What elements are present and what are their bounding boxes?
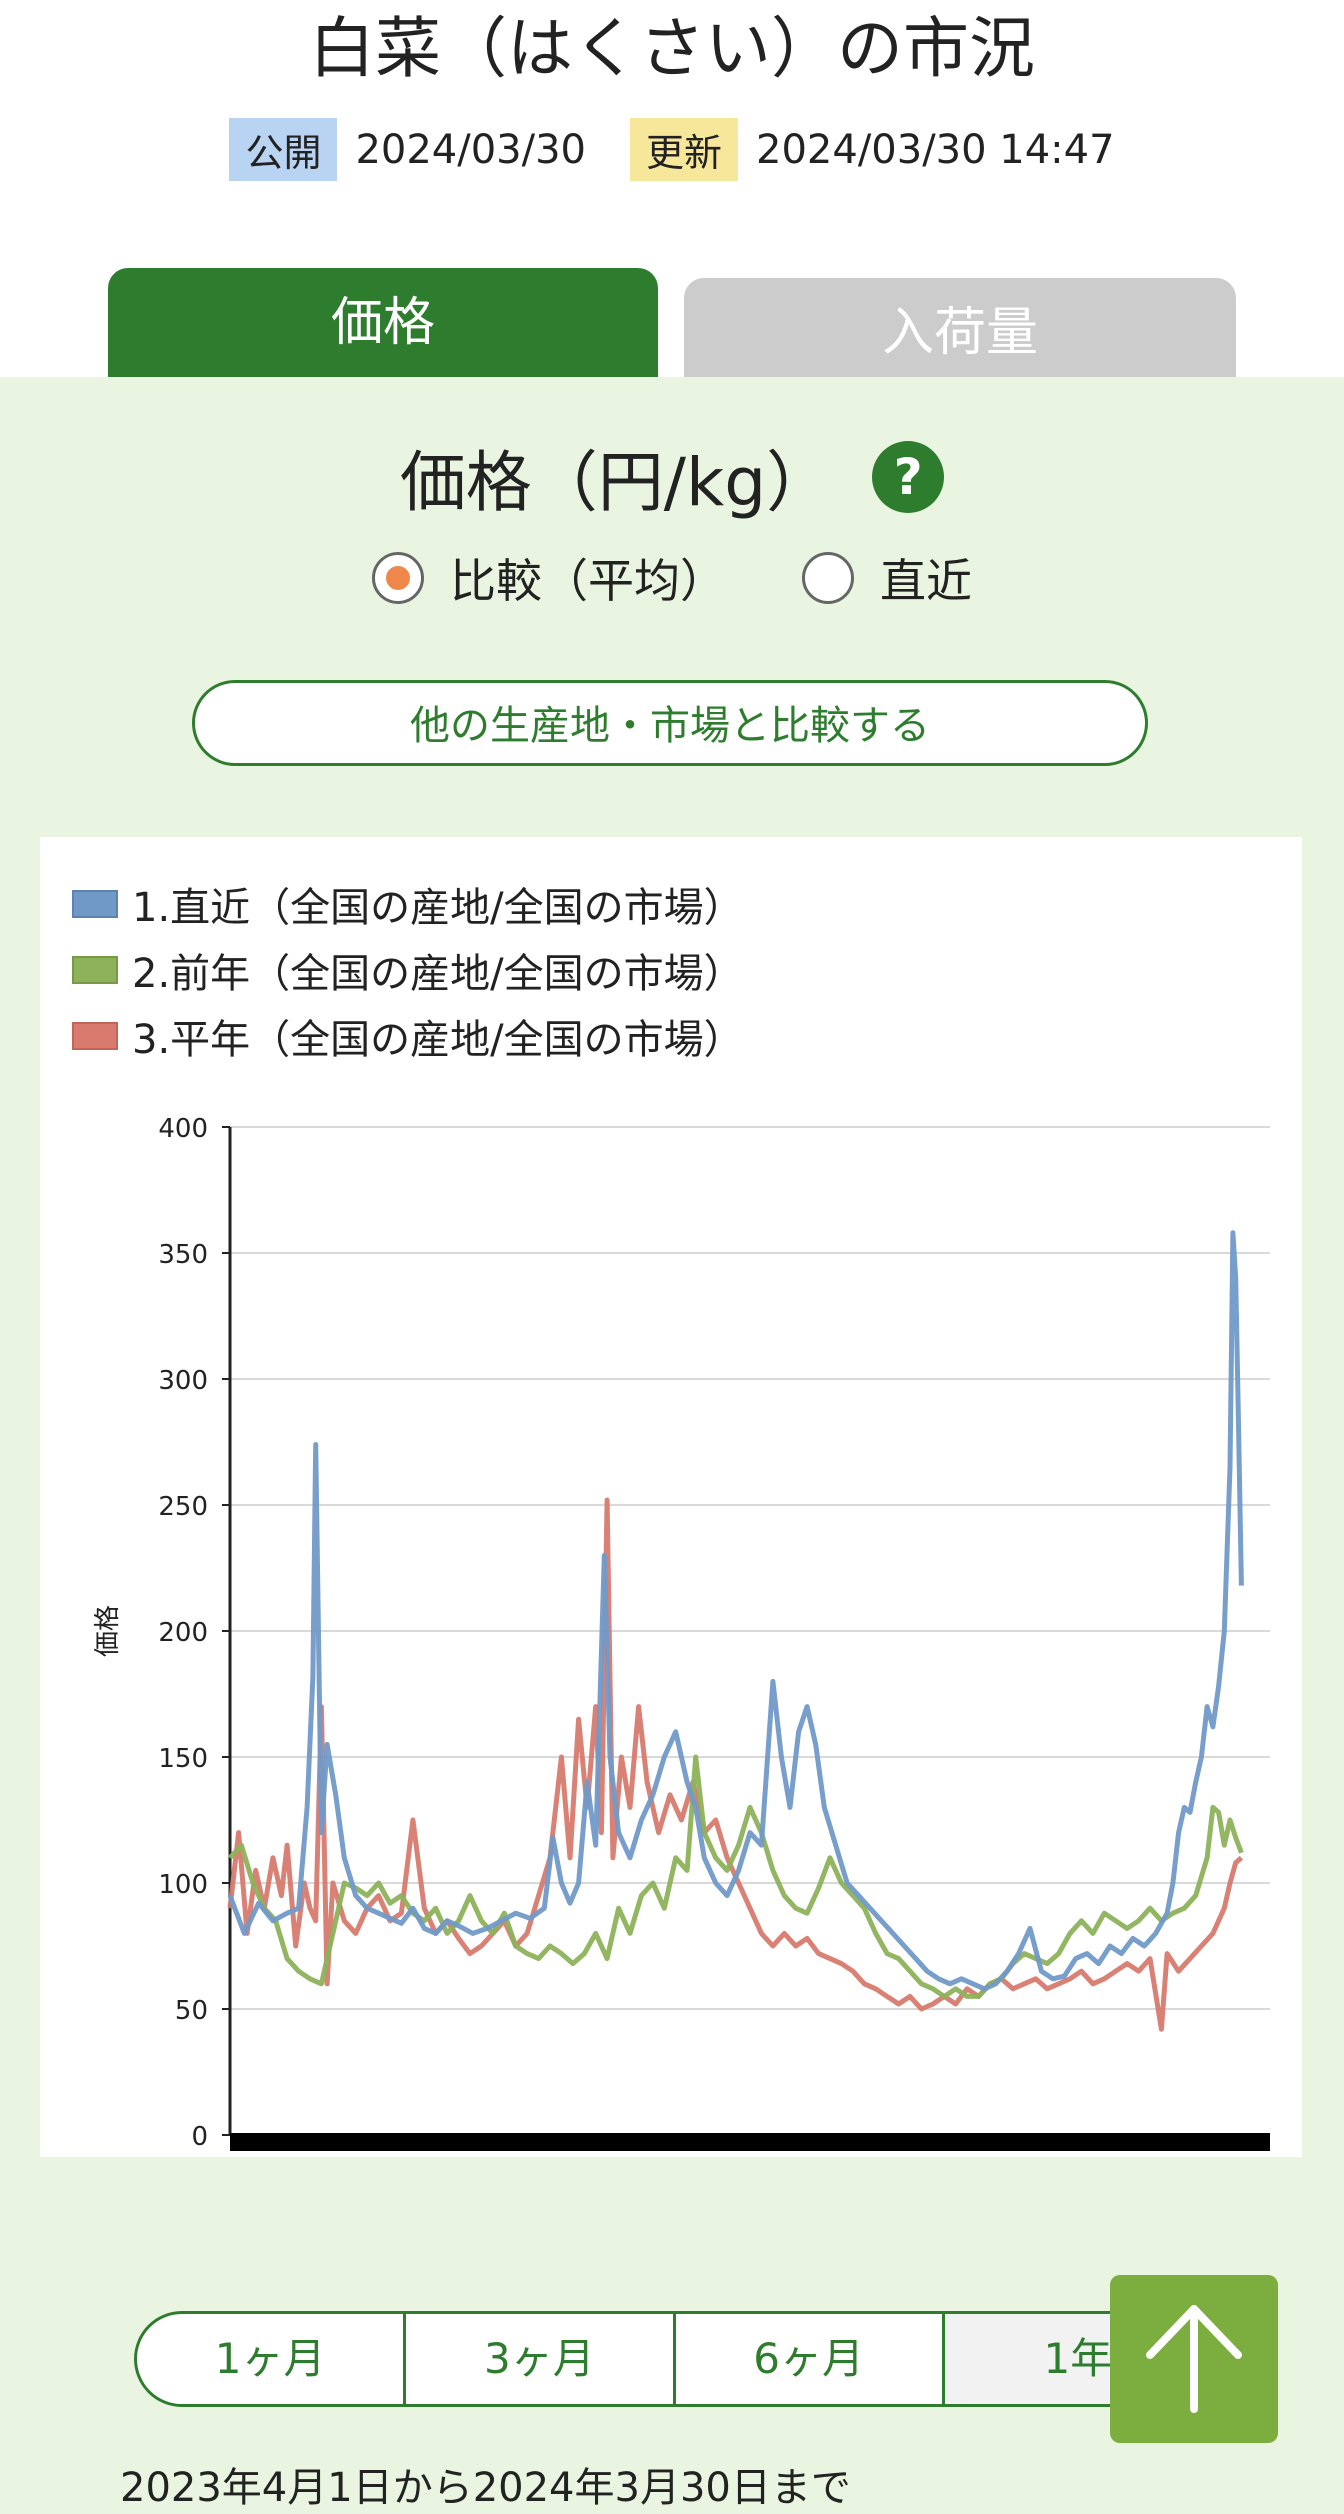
panel-header: 価格（円/kg） ?	[0, 429, 1344, 525]
tab-volume[interactable]: 入荷量	[684, 278, 1236, 378]
legend-label-recent: 1.直近（全国の産地/全国の市場）	[132, 885, 744, 931]
period-1-month[interactable]: 1ヶ月	[137, 2314, 407, 2404]
price-chart-card: 1.直近（全国の産地/全国の市場） 2.前年（全国の産地/全国の市場） 3.平年…	[40, 837, 1302, 2157]
period-6-months[interactable]: 6ヶ月	[676, 2314, 945, 2404]
series-line-1	[227, 1230, 1244, 1992]
price-panel: 価格（円/kg） ? 比較（平均） 直近 他の生産地・市場と比較する 1.直近（…	[0, 377, 1344, 2514]
updated-date: 2024/03/30 14:47	[756, 126, 1115, 173]
y-tick-label: 350	[158, 1240, 208, 1270]
arrow-up-icon	[1146, 2305, 1242, 2413]
date-row: 公開 2024/03/30 更新 2024/03/30 14:47	[0, 118, 1344, 181]
y-tick-label: 0	[191, 2122, 208, 2152]
y-tick-label: 50	[175, 1996, 208, 2026]
period-3-months[interactable]: 3ヶ月	[406, 2314, 676, 2404]
period-selector: 1ヶ月 3ヶ月 6ヶ月 1年	[134, 2311, 1214, 2407]
tab-price[interactable]: 価格	[108, 268, 658, 378]
view-mode-radios: 比較（平均） 直近	[0, 545, 1344, 611]
chart-legend: 1.直近（全国の産地/全国の市場） 2.前年（全国の産地/全国の市場） 3.平年…	[72, 871, 744, 1069]
tab-bar: 価格 入荷量	[0, 268, 1344, 378]
help-icon[interactable]: ?	[872, 441, 945, 513]
series-line-3	[227, 1497, 1244, 2032]
radio-compare[interactable]	[372, 552, 424, 604]
y-tick-label: 100	[158, 1870, 208, 1900]
price-line-chart: 050100150200250300350400価格4/15/96/167/24…	[93, 1114, 1270, 2152]
radio-recent[interactable]	[802, 552, 854, 604]
radio-compare-label[interactable]: 比較（平均）	[450, 554, 726, 608]
legend-label-prev-year: 2.前年（全国の産地/全国の市場）	[132, 951, 744, 997]
legend-swatch-recent	[72, 890, 118, 918]
y-tick-label: 400	[158, 1114, 208, 1144]
compare-button[interactable]: 他の生産地・市場と比較する	[192, 680, 1148, 766]
x-axis-bar	[230, 2133, 1270, 2151]
panel-title: 価格（円/kg）	[399, 444, 833, 521]
date-range-text: 2023年4月1日から2024年3月30日まで	[120, 2465, 851, 2511]
scroll-to-top-button[interactable]	[1110, 2275, 1278, 2443]
y-tick-label: 150	[158, 1744, 208, 1774]
published-badge: 公開	[229, 118, 338, 181]
updated-badge: 更新	[630, 118, 739, 181]
y-axis-label: 価格	[93, 1605, 123, 1657]
legend-item-normal-year[interactable]: 3.平年（全国の産地/全国の市場）	[72, 1003, 744, 1069]
page-title: 白菜（はくさい）の市況	[309, 10, 1035, 87]
legend-item-recent[interactable]: 1.直近（全国の産地/全国の市場）	[72, 871, 744, 937]
y-tick-label: 300	[158, 1366, 208, 1396]
legend-label-normal-year: 3.平年（全国の産地/全国の市場）	[132, 1017, 744, 1063]
legend-swatch-normal-year	[72, 1022, 118, 1050]
legend-item-prev-year[interactable]: 2.前年（全国の産地/全国の市場）	[72, 937, 744, 1003]
published-date: 2024/03/30	[355, 126, 586, 173]
y-tick-label: 200	[158, 1618, 208, 1648]
y-tick-label: 250	[158, 1492, 208, 1522]
series-line-2	[228, 1754, 1244, 1999]
radio-recent-label[interactable]: 直近	[880, 554, 972, 608]
legend-swatch-prev-year	[72, 956, 118, 984]
